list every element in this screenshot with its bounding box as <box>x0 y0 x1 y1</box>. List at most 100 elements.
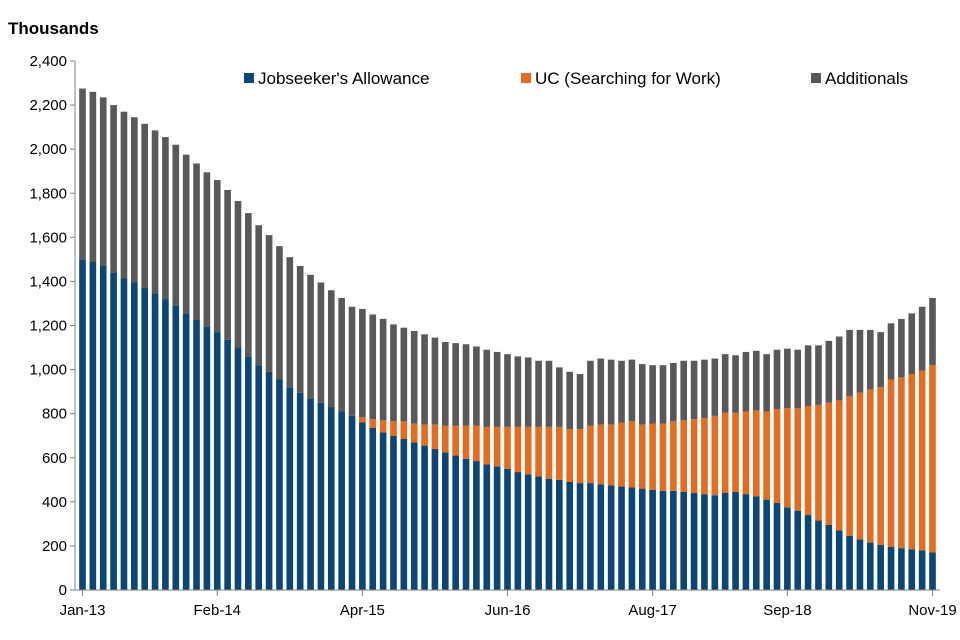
bar-additionals <box>473 346 480 426</box>
bar-additionals <box>379 318 387 421</box>
bar-additionals <box>711 358 719 416</box>
bar-stack <box>566 371 574 590</box>
bar-additionals <box>649 365 656 424</box>
bar-uc <box>670 421 677 491</box>
bar-jsa <box>514 472 522 590</box>
bar-jsa <box>296 392 304 590</box>
bar-additionals <box>162 137 169 300</box>
y-tick-label: 0 <box>59 582 67 599</box>
bar-uc <box>535 426 542 477</box>
bar-jsa <box>566 482 574 590</box>
bar-uc <box>825 402 833 525</box>
bar-stack <box>763 354 770 590</box>
bar-stack <box>649 365 656 590</box>
x-tick-label: Aug-17 <box>628 602 676 619</box>
bar-additionals <box>317 282 325 403</box>
bar-uc <box>701 418 708 495</box>
bar-jsa <box>317 402 325 590</box>
bar-uc <box>763 411 770 500</box>
bar-uc <box>638 424 646 489</box>
bar-jsa <box>203 326 211 590</box>
bar-additionals <box>421 334 428 425</box>
bar-uc <box>473 425 480 462</box>
bar-stack <box>348 306 356 590</box>
bar-stack <box>431 337 439 590</box>
bar-additionals <box>255 225 263 366</box>
bar-stack <box>162 137 169 590</box>
bar-stack <box>390 324 397 590</box>
bar-additionals <box>670 362 677 422</box>
bar-additionals <box>887 323 895 380</box>
bar-stack <box>421 334 428 590</box>
bar-jsa <box>607 485 615 590</box>
bar-additionals <box>680 360 688 421</box>
bar-stack <box>815 345 822 590</box>
bar-stack <box>296 265 304 590</box>
bar-stack <box>908 313 916 590</box>
bar-additionals <box>99 97 107 266</box>
bar-jsa <box>452 455 459 590</box>
bar-stack <box>317 282 325 590</box>
bar-additionals <box>535 360 542 427</box>
bar-jsa <box>276 379 283 590</box>
bar-jsa <box>89 261 97 590</box>
legend-label: Jobseeker's Allowance <box>258 69 429 88</box>
bar-stack <box>99 97 107 590</box>
bar-jsa <box>784 507 791 590</box>
bar-additionals <box>545 360 553 427</box>
y-tick-label: 600 <box>42 450 67 467</box>
bar-additionals <box>203 172 211 327</box>
bar-additionals <box>213 180 221 333</box>
bar-stack <box>638 364 646 590</box>
bar-additionals <box>804 345 812 406</box>
bar-additionals <box>265 235 273 372</box>
bar-stack <box>265 235 273 590</box>
bar-stack <box>856 329 864 590</box>
legend-item-additionals: Additionals <box>811 69 908 88</box>
bar-stack <box>307 274 314 590</box>
bar-jsa <box>556 479 563 590</box>
bar-uc <box>721 412 729 494</box>
bar-jsa <box>504 468 511 590</box>
bar-additionals <box>452 343 459 426</box>
bar-additionals <box>825 340 833 403</box>
bar-additionals <box>172 144 180 306</box>
bar-additionals <box>742 351 750 412</box>
bars-layer <box>79 88 936 591</box>
bar-additionals <box>89 91 97 262</box>
legend-label: UC (Searching for Work) <box>535 69 721 88</box>
bar-stack <box>120 111 128 590</box>
bar-stack <box>618 360 625 590</box>
bar-uc <box>359 416 366 423</box>
bar-stack <box>742 351 750 590</box>
bar-stack <box>504 354 511 590</box>
bar-jsa <box>742 494 750 590</box>
y-axis-title: Thousands <box>8 19 99 38</box>
bar-jsa <box>182 313 190 590</box>
bar-stack <box>659 365 667 590</box>
bar-additionals <box>493 351 501 427</box>
bar-additionals <box>462 344 470 426</box>
bar-stack <box>338 297 345 590</box>
y-tick-label: 1,600 <box>29 229 67 246</box>
bar-stack <box>410 331 418 590</box>
bar-uc <box>649 423 656 490</box>
bar-stack <box>79 88 86 591</box>
bar-additionals <box>483 349 491 427</box>
bar-stack <box>327 290 335 590</box>
bar-jsa <box>224 339 231 590</box>
bar-additionals <box>79 88 86 260</box>
bar-jsa <box>338 411 345 590</box>
bar-uc <box>877 387 884 545</box>
bar-jsa <box>327 407 335 590</box>
bar-stack <box>597 358 605 590</box>
bar-additionals <box>618 360 625 423</box>
bar-stack <box>276 246 283 590</box>
bar-additionals <box>524 357 532 427</box>
bar-jsa <box>908 549 916 590</box>
bar-uc <box>804 405 812 516</box>
bar-uc <box>390 421 397 436</box>
bar-jsa <box>462 458 470 590</box>
bar-jsa <box>877 544 884 590</box>
